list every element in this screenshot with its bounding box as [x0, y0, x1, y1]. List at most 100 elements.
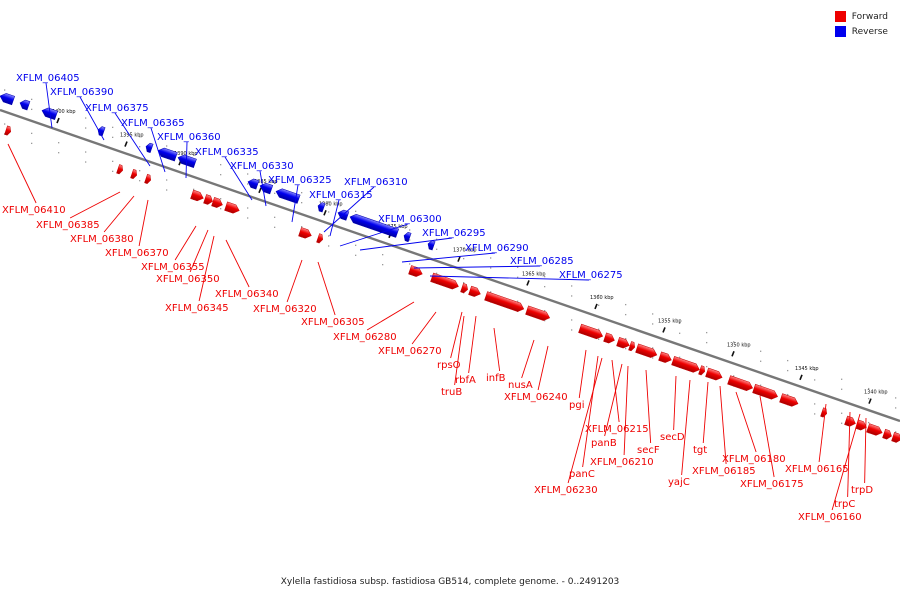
forward-gene-label[interactable]: XFLM_06240: [504, 392, 568, 403]
forward-gene[interactable]: [779, 393, 800, 408]
forward-gene-label[interactable]: XFLM_06345: [165, 303, 229, 314]
forward-gene-label[interactable]: XFLM_06385: [36, 220, 100, 231]
forward-gene[interactable]: [616, 337, 631, 349]
forward-gene-label[interactable]: secF: [637, 445, 660, 456]
forward-gene[interactable]: [224, 201, 241, 215]
forward-gene-label[interactable]: trpC: [834, 499, 855, 510]
forward-gene[interactable]: [578, 323, 605, 340]
reverse-gene[interactable]: [403, 231, 412, 243]
forward-gene-label[interactable]: panC: [569, 469, 595, 480]
forward-gene[interactable]: [468, 285, 482, 298]
reverse-gene-label[interactable]: XFLM_06330: [230, 161, 294, 172]
forward-gene-label[interactable]: XFLM_06370: [105, 248, 169, 259]
reverse-gene[interactable]: [0, 92, 16, 106]
reverse-gene[interactable]: [19, 99, 31, 111]
forward-gene[interactable]: [671, 356, 701, 374]
forward-gene[interactable]: [882, 428, 894, 440]
forward-gene-label[interactable]: tgt: [693, 445, 707, 456]
guide-dot: [301, 226, 303, 228]
forward-gene[interactable]: [844, 415, 857, 428]
forward-gene-label[interactable]: infB: [486, 373, 506, 384]
forward-gene-label[interactable]: XFLM_06350: [156, 274, 220, 285]
forward-gene-label[interactable]: secD: [660, 432, 685, 443]
forward-gene[interactable]: [484, 291, 526, 314]
forward-gene-label[interactable]: rbfA: [455, 375, 476, 386]
reverse-gene-label[interactable]: XFLM_06390: [50, 87, 114, 98]
forward-gene-label[interactable]: XFLM_06340: [215, 289, 279, 300]
reverse-gene[interactable]: [97, 126, 106, 137]
reverse-gene[interactable]: [349, 213, 400, 238]
forward-gene-label[interactable]: truB: [441, 387, 462, 398]
reverse-gene-label[interactable]: XFLM_06360: [157, 132, 221, 143]
forward-gene-label[interactable]: XFLM_06175: [740, 479, 804, 490]
forward-gene-label[interactable]: XFLM_06305: [301, 317, 365, 328]
forward-gene-label[interactable]: XFLM_06410: [2, 205, 66, 216]
reverse-gene-label[interactable]: XFLM_06290: [465, 243, 529, 254]
forward-gene-label[interactable]: trpD: [851, 485, 873, 496]
reverse-gene[interactable]: [145, 142, 154, 154]
forward-callout-line: [673, 375, 677, 431]
forward-gene-label[interactable]: XFLM_06270: [378, 346, 442, 357]
forward-gene[interactable]: [891, 432, 900, 443]
gene-arrow: [779, 393, 799, 407]
forward-gene[interactable]: [603, 332, 616, 345]
reverse-gene-label[interactable]: XFLM_06405: [16, 73, 80, 84]
forward-gene[interactable]: [316, 233, 325, 244]
reverse-gene[interactable]: [427, 240, 436, 251]
reverse-gene[interactable]: [177, 153, 197, 168]
forward-gene[interactable]: [705, 367, 724, 382]
forward-gene[interactable]: [460, 283, 470, 294]
reverse-gene-label[interactable]: XFLM_06315: [309, 190, 373, 201]
forward-gene[interactable]: [408, 265, 424, 278]
reverse-gene-label[interactable]: XFLM_06300: [378, 214, 442, 225]
forward-gene-label[interactable]: XFLM_06165: [785, 464, 849, 475]
forward-gene-label[interactable]: XFLM_06380: [70, 234, 134, 245]
gene-arrow: [298, 227, 312, 239]
forward-gene-label[interactable]: panB: [591, 438, 617, 449]
reverse-gene-label[interactable]: XFLM_06375: [85, 103, 149, 114]
forward-gene-label[interactable]: XFLM_06280: [333, 332, 397, 343]
forward-gene-label[interactable]: pgi: [569, 400, 584, 411]
reverse-gene[interactable]: [157, 146, 178, 162]
forward-gene[interactable]: [203, 194, 215, 206]
gene-arrow: [211, 197, 223, 208]
forward-gene-label[interactable]: XFLM_06160: [798, 512, 862, 523]
forward-gene-label[interactable]: XFLM_06230: [534, 485, 598, 496]
forward-gene[interactable]: [752, 383, 780, 401]
forward-gene[interactable]: [635, 343, 659, 359]
forward-gene-label[interactable]: XFLM_06355: [141, 262, 205, 273]
forward-gene-label[interactable]: nusA: [508, 380, 533, 391]
forward-gene-label[interactable]: yajC: [668, 477, 690, 488]
forward-gene-label[interactable]: XFLM_06185: [692, 466, 756, 477]
reverse-gene-label[interactable]: XFLM_06365: [121, 118, 185, 129]
forward-gene[interactable]: [130, 169, 139, 180]
forward-gene[interactable]: [116, 164, 125, 175]
reverse-gene-label[interactable]: XFLM_06285: [510, 256, 574, 267]
reverse-gene-label[interactable]: XFLM_06310: [344, 177, 408, 188]
forward-gene-label[interactable]: XFLM_06215: [585, 424, 649, 435]
forward-gene[interactable]: [658, 351, 673, 364]
reverse-gene[interactable]: [317, 202, 326, 213]
reverse-gene[interactable]: [247, 177, 260, 190]
forward-gene-label[interactable]: XFLM_06320: [253, 304, 317, 315]
reverse-gene-label[interactable]: XFLM_06295: [422, 228, 486, 239]
forward-gene[interactable]: [190, 189, 205, 202]
gene-arrow: [4, 125, 11, 136]
reverse-gene[interactable]: [275, 187, 301, 204]
reverse-gene-label[interactable]: XFLM_06325: [268, 175, 332, 186]
forward-gene[interactable]: [866, 423, 884, 437]
forward-gene-label[interactable]: XFLM_06180: [722, 454, 786, 465]
forward-gene[interactable]: [727, 375, 755, 393]
forward-gene[interactable]: [211, 197, 224, 209]
forward-gene[interactable]: [144, 173, 153, 184]
forward-gene[interactable]: [628, 341, 637, 352]
reverse-gene-label[interactable]: XFLM_06275: [559, 270, 623, 281]
forward-gene[interactable]: [525, 305, 552, 322]
forward-gene[interactable]: [298, 227, 313, 239]
forward-gene-label[interactable]: XFLM_06210: [590, 457, 654, 468]
forward-gene[interactable]: [430, 272, 460, 291]
forward-gene-label[interactable]: rpsO: [437, 360, 461, 371]
forward-gene[interactable]: [698, 365, 707, 376]
forward-gene[interactable]: [4, 125, 13, 136]
reverse-gene-label[interactable]: XFLM_06335: [195, 147, 259, 158]
